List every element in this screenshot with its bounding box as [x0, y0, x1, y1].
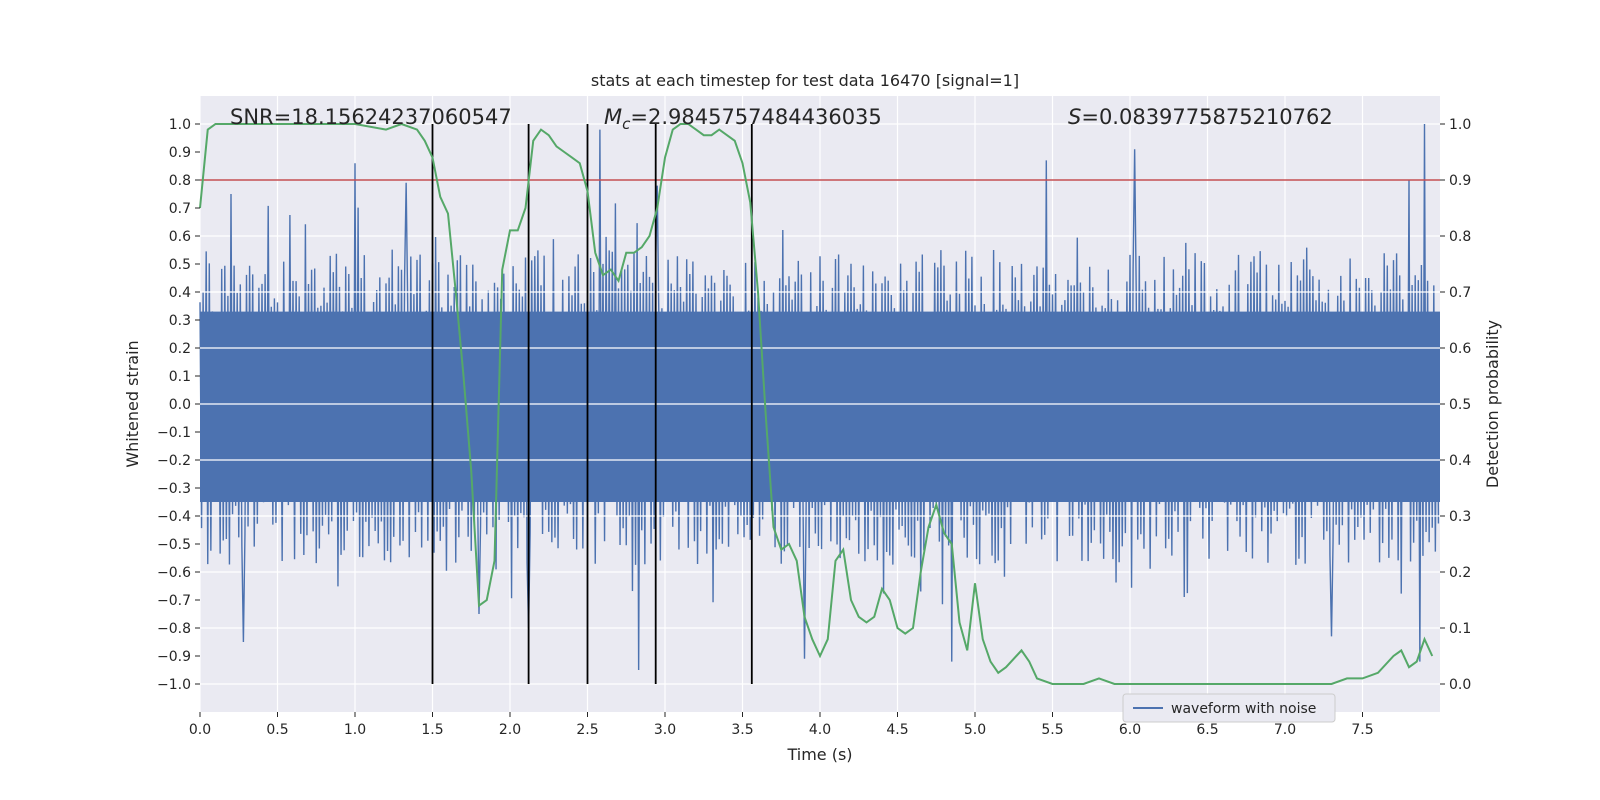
y-tick-label-0: −1.0 — [157, 677, 191, 693]
y-tick-label-16: 0.6 — [169, 229, 191, 245]
x-tick-label-5: 2.5 — [576, 722, 598, 738]
y2-tick-label-5: 0.5 — [1449, 397, 1471, 413]
y-tick-label-2: −0.8 — [157, 621, 191, 637]
y2-tick-label-3: 0.3 — [1449, 509, 1471, 525]
legend-label: waveform with noise — [1171, 701, 1316, 717]
y2-tick-label-7: 0.7 — [1449, 285, 1471, 301]
y-tick-label-5: −0.5 — [157, 537, 191, 553]
y-tick-label-20: 1.0 — [169, 117, 191, 133]
x-tick-label-14: 7.0 — [1274, 722, 1296, 738]
x-tick-label-6: 3.0 — [654, 722, 676, 738]
probability-series — [199, 122, 1434, 685]
y-tick-label-10: 0.0 — [169, 397, 191, 413]
x-tick-label-3: 1.5 — [421, 722, 443, 738]
y-tick-label-4: −0.6 — [157, 565, 191, 581]
y-tick-label-1: −0.9 — [157, 649, 191, 665]
y-axis-ticks: −1.0 −0.9 −0.8 −0.7 −0.6 −0.5 −0.4 −0.3 −0.2 −0.1… — [157, 117, 200, 693]
snr-annotation: SNR=18.15624237060547 — [230, 105, 512, 129]
mc-value: =2.9845757484436035 — [630, 105, 881, 129]
y-tick-label-18: 0.8 — [169, 173, 191, 189]
x-tick-label-12: 6.0 — [1119, 722, 1141, 738]
waveform-series — [199, 123, 1440, 671]
y-tick-label-12: 0.2 — [169, 341, 191, 357]
y2-tick-label-0: 0.0 — [1449, 677, 1471, 693]
y2-tick-label-10: 1.0 — [1449, 117, 1471, 133]
y-tick-label-15: 0.5 — [169, 257, 191, 273]
legend: waveform with noise — [1122, 693, 1336, 723]
y-tick-label-17: 0.7 — [169, 201, 191, 217]
x-tick-label-1: 0.5 — [266, 722, 288, 738]
y2-tick-label-4: 0.4 — [1449, 453, 1471, 469]
x-tick-label-15: 7.5 — [1351, 722, 1373, 738]
y-tick-label-14: 0.4 — [169, 285, 191, 301]
y2-tick-label-6: 0.6 — [1449, 341, 1471, 357]
y-tick-label-19: 0.9 — [169, 145, 191, 161]
y2-axis-ticks: 0.0 0.1 0.2 0.3 0.4 0.5 0.6 0.7 0.8 0.9 1.0 — [1440, 117, 1471, 693]
mc-annotation: Mc=2.9845757484436035 — [604, 105, 882, 133]
y-tick-label-7: −0.3 — [157, 481, 191, 497]
y2-tick-label-9: 0.9 — [1449, 173, 1471, 189]
x-tick-label-13: 6.5 — [1196, 722, 1218, 738]
x-tick-label-7: 3.5 — [731, 722, 753, 738]
x-tick-label-0: 0.0 — [189, 722, 211, 738]
chart-title: stats at each timestep for test data 164… — [591, 71, 1019, 90]
s-symbol: S — [1068, 105, 1081, 129]
y-tick-label-8: −0.2 — [157, 453, 191, 469]
x-axis-ticks: 0.0 0.5 1.0 1.5 2.0 2.5 3.0 3.5 4.0 4.5 5.0 5.5 6.0 6… — [189, 712, 1374, 738]
y2-axis-label: Detection probability — [1483, 320, 1502, 488]
y2-tick-label-8: 0.8 — [1449, 229, 1471, 245]
x-axis-label: Time (s) — [786, 745, 852, 764]
y-tick-label-6: −0.4 — [157, 509, 191, 525]
y-tick-label-9: −0.1 — [157, 425, 191, 441]
y-tick-label-13: 0.3 — [169, 313, 191, 329]
y2-tick-label-1: 0.1 — [1449, 621, 1471, 637]
y-axis-label: Whitened strain — [123, 340, 142, 467]
legend-box — [1122, 693, 1336, 723]
s-annotation: S=0.0839775875210762 — [1068, 105, 1333, 129]
x-tick-label-8: 4.0 — [809, 722, 831, 738]
s-value: =0.0839775875210762 — [1081, 105, 1332, 129]
waveform-dense-band — [200, 311, 1440, 502]
y-tick-label-3: −0.7 — [157, 593, 191, 609]
mc-subscript: c — [622, 115, 631, 133]
mc-symbol: M — [604, 105, 622, 129]
x-tick-label-4: 2.0 — [499, 722, 521, 738]
x-tick-label-10: 5.0 — [964, 722, 986, 738]
x-tick-label-9: 4.5 — [886, 722, 908, 738]
x-tick-label-2: 1.0 — [344, 722, 366, 738]
x-tick-label-11: 5.5 — [1041, 722, 1063, 738]
y2-tick-label-2: 0.2 — [1449, 565, 1471, 581]
probability-line — [199, 122, 1434, 685]
y-tick-label-11: 0.1 — [169, 369, 191, 385]
